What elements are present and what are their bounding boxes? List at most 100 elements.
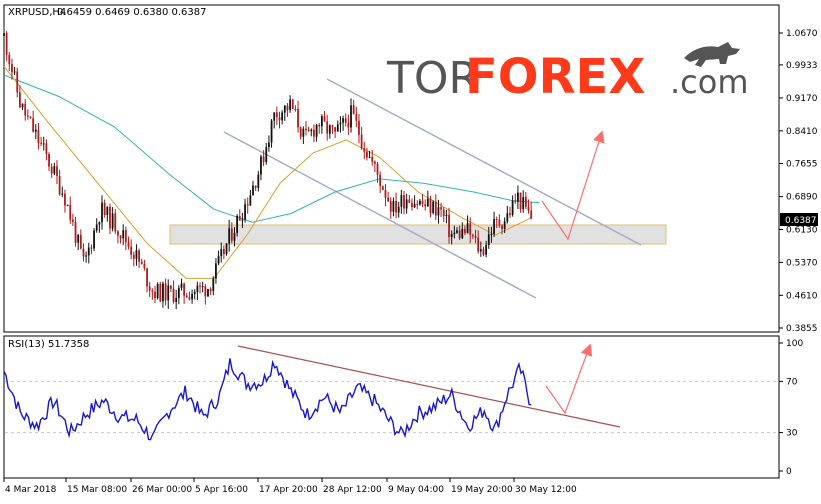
candle-body [5,33,8,55]
candle-body [103,202,106,215]
candle-body [90,247,93,249]
rsi-tick-label: 30 [786,429,798,439]
candle-body [169,285,172,289]
candle-body [270,120,273,143]
candle-body [487,234,490,245]
candle-body [24,103,27,116]
candle-body [453,232,456,235]
candle-body [262,156,265,163]
candle-body [413,203,416,208]
candle-body [228,228,231,244]
candle-body [286,105,289,111]
last-price-badge [780,213,818,226]
candle-body [138,250,141,262]
candle-body [252,185,254,196]
candle-body [61,193,64,195]
candle-body [254,185,257,188]
rsi-series [3,358,532,441]
candle-body [305,128,307,131]
candle-body [199,285,201,287]
candle-body [233,232,236,241]
candle-body [183,283,186,296]
candle-body [509,213,511,215]
candle-body [519,192,522,210]
candle-body [48,153,50,167]
candle-body [479,249,482,252]
candle-body [323,116,326,122]
candle-body [154,291,156,298]
candle-body [77,234,80,243]
candle-body [180,283,183,288]
candle-body [135,250,138,259]
candle-body [424,204,427,207]
candle-body [517,192,519,202]
moving-averages [3,65,540,279]
candle-body [230,228,233,241]
candle-body [429,198,432,213]
candle-body [527,206,530,211]
candle-body [524,197,527,207]
candle-body [69,204,72,220]
candle-body [124,230,127,243]
candle-body [328,125,331,134]
candle-body [474,236,477,238]
time-tick-label: 15 Mar 08:00 [67,485,127,495]
price-tick-label: 0.7655 [786,160,818,170]
candle-body [265,147,268,163]
candle-body [291,99,294,109]
candle-body [32,118,35,132]
price-tick-label: 0.9170 [786,94,818,104]
candle-body [437,207,440,216]
candle-body [29,116,32,119]
candle-body [283,105,286,113]
candle-body [42,143,45,145]
candle-body [50,166,53,174]
candle-body [352,105,355,114]
candle-body [347,122,350,128]
rsi-axis: 100 70 30 0 [5,339,803,477]
candle-body [249,195,252,206]
candle-body [111,213,114,229]
candle-body [522,197,525,210]
candle-body [18,92,21,108]
candle-body [53,166,56,174]
rsi-panel[interactable] [3,335,780,479]
candle-body [164,283,167,301]
candle-body [106,206,109,215]
candle-body [217,256,220,264]
candle-body [26,115,29,117]
candle-body [162,283,164,302]
candle-body [236,215,239,233]
time-tick-label: 26 Mar 00:00 [132,485,192,495]
candle-body [477,237,480,252]
candle-body [313,129,315,137]
candle-body [79,234,82,249]
candle-body [71,219,74,222]
price-tick-label: 0.4610 [786,291,818,301]
candle-body [471,234,474,237]
forecast-arrow-rsi [545,343,593,415]
rsi-title: RSI(13) 51.7358 [8,339,89,350]
candle-body [13,71,16,73]
ma-fast-line [3,65,532,279]
candle-body [281,112,284,121]
candle-body [11,64,13,73]
candle-body [257,174,260,188]
candle-body [151,290,154,292]
price-tick-label: 0.6890 [786,193,818,203]
candle-body [58,175,61,195]
candle-body [411,202,413,208]
candle-body [220,249,223,257]
time-tick-label: 19 May 20:00 [451,485,513,495]
candle-body [268,142,270,148]
candle-body [397,206,400,213]
candle-body [185,295,188,298]
candle-body [188,297,191,300]
channel-lower-line [223,131,537,299]
candle-body [40,142,42,144]
candle-body [289,99,291,111]
candle-body [307,130,310,132]
candle-body [419,200,421,205]
candle-body [379,174,382,187]
